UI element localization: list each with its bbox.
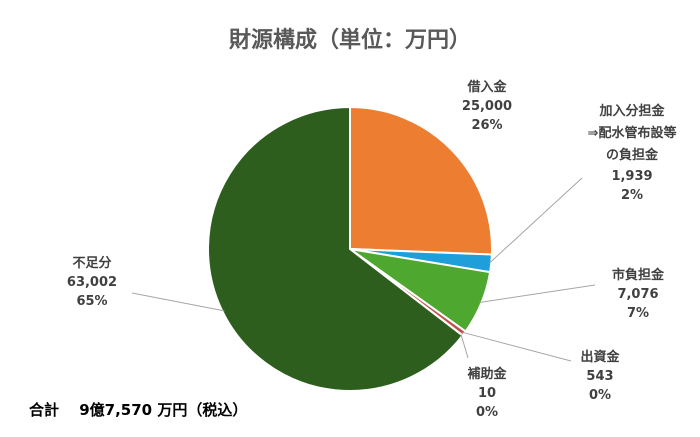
label-city-share: 市負担金 7,076 7% [598, 266, 678, 323]
label-subsidy-name: 補助金 [467, 367, 507, 382]
label-city-share-percent: 7% [626, 306, 650, 321]
label-borrowing-name: 借入金 [467, 80, 507, 95]
label-shortfall-percent: 65% [76, 294, 108, 309]
label-shortfall-name: 不足分 [72, 256, 112, 271]
slice-borrowing [349, 105, 493, 256]
chart-title: 財源構成（単位：万円） [228, 28, 471, 53]
label-shortfall-value: 63,002 [66, 275, 118, 290]
label-borrowing-percent: 26% [471, 118, 503, 133]
label-connection-fee-line3: の負担金 [605, 148, 658, 163]
leader-line-shortfall [131, 292, 225, 312]
label-connection-fee-line1: 加入分担金 [599, 104, 665, 119]
label-city-share-value: 7,076 [617, 287, 659, 302]
label-shortfall: 不足分 63,002 65% [52, 254, 132, 311]
label-connection-fee-line2: ⇒配水管布設等 [587, 126, 677, 141]
label-connection-fee-percent: 2% [620, 188, 644, 203]
label-borrowing: 借入金 25,000 26% [447, 78, 527, 135]
label-investment-percent: 0% [588, 388, 612, 403]
label-investment: 出資金 543 0% [560, 348, 640, 405]
label-borrowing-value: 25,000 [461, 99, 513, 114]
label-city-share-name: 市負担金 [611, 268, 664, 283]
leader-line-city-share [479, 284, 596, 303]
slice-shortfall [207, 105, 464, 392]
label-subsidy-percent: 0% [475, 405, 499, 420]
leader-line-investment [462, 331, 572, 362]
total-label: 合計 9億7,570 万円（税込） [29, 401, 248, 419]
label-subsidy-value: 10 [477, 386, 497, 401]
label-subsidy: 補助金 10 0% [447, 365, 527, 422]
label-connection-fee: 加入分担金 ⇒配水管布設等 の負担金 1,939 2% [572, 101, 692, 205]
label-investment-value: 543 [586, 369, 614, 384]
leader-line-subsidy [460, 334, 469, 359]
leader-line-connection-fee [488, 177, 583, 264]
label-investment-name: 出資金 [580, 350, 620, 365]
label-connection-fee-value: 1,939 [611, 169, 653, 184]
